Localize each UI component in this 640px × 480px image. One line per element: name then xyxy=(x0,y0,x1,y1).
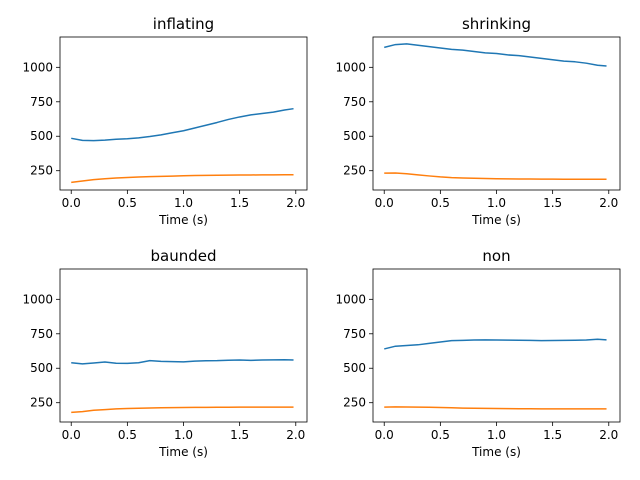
x-tick-label: 0.5 xyxy=(118,196,137,210)
y-tick-label: 1000 xyxy=(335,60,366,74)
x-tick-label: 0.0 xyxy=(375,428,394,442)
series-line-1 xyxy=(384,338,607,350)
series-line-1 xyxy=(71,107,294,142)
y-tick-label: 750 xyxy=(343,327,366,341)
x-axis-label: Time (s) xyxy=(158,213,208,227)
x-tick-label: 2.0 xyxy=(599,428,618,442)
x-tick-label: 0.5 xyxy=(118,428,137,442)
subplot-title: non xyxy=(482,247,510,265)
subplot-1: 0.0 0.5 1.0 1.5 2.0 250 500 750 1000 inflating Tim… xyxy=(22,15,308,227)
series-line-2 xyxy=(384,406,607,410)
subplot-2: 0.0 0.5 1.0 1.5 2.0 250 500 750 1000 shrinking Tim… xyxy=(335,15,621,227)
x-tick-label: 1.0 xyxy=(174,428,193,442)
x-axis-label: Time (s) xyxy=(471,445,521,459)
axes-frame xyxy=(59,36,308,191)
x-tick-label: 1.5 xyxy=(543,428,562,442)
subplot-3: 0.0 0.5 1.0 1.5 2.0 250 500 750 1000 baunded Time … xyxy=(22,247,308,459)
x-tick-label: 2.0 xyxy=(599,196,618,210)
x-tick-label: 1.0 xyxy=(487,428,506,442)
y-tick-label: 1000 xyxy=(22,292,53,306)
y-tick-label: 250 xyxy=(343,396,366,410)
x-tick-label: 1.0 xyxy=(174,196,193,210)
y-tick-label: 500 xyxy=(30,129,53,143)
series-line-2 xyxy=(384,172,607,180)
x-tick-label: 1.0 xyxy=(487,196,506,210)
y-tick-label: 500 xyxy=(343,129,366,143)
x-tick-label: 0.0 xyxy=(375,196,394,210)
x-tick-label: 2.0 xyxy=(286,428,305,442)
subplot-title: shrinking xyxy=(462,15,531,33)
x-axis-label: Time (s) xyxy=(471,213,521,227)
series-line-1 xyxy=(71,358,294,365)
y-tick-label: 750 xyxy=(30,327,53,341)
axes-frame xyxy=(372,36,621,191)
y-tick-label: 750 xyxy=(30,95,53,109)
y-tick-label: 250 xyxy=(30,396,53,410)
y-tick-label: 250 xyxy=(30,164,53,178)
y-tick-label: 250 xyxy=(343,164,366,178)
x-tick-label: 1.5 xyxy=(230,428,249,442)
subplot-title: inflating xyxy=(153,15,214,33)
series-line-2 xyxy=(71,406,294,414)
y-tick-label: 1000 xyxy=(335,292,366,306)
x-tick-label: 0.5 xyxy=(431,428,450,442)
x-axis-label: Time (s) xyxy=(158,445,208,459)
y-tick-label: 750 xyxy=(343,95,366,109)
x-tick-label: 0.0 xyxy=(62,428,81,442)
series-line-1 xyxy=(384,43,607,67)
series-line-2 xyxy=(71,173,294,184)
axes-frame xyxy=(59,268,308,423)
x-tick-label: 1.5 xyxy=(543,196,562,210)
x-tick-label: 1.5 xyxy=(230,196,249,210)
y-tick-label: 500 xyxy=(343,361,366,375)
subplot-4: 0.0 0.5 1.0 1.5 2.0 250 500 750 1000 non Time (s) xyxy=(335,247,621,459)
x-tick-label: 0.5 xyxy=(431,196,450,210)
subplot-title: baunded xyxy=(151,247,217,265)
x-tick-label: 2.0 xyxy=(286,196,305,210)
y-tick-label: 1000 xyxy=(22,60,53,74)
y-tick-label: 500 xyxy=(30,361,53,375)
x-tick-label: 0.0 xyxy=(62,196,81,210)
